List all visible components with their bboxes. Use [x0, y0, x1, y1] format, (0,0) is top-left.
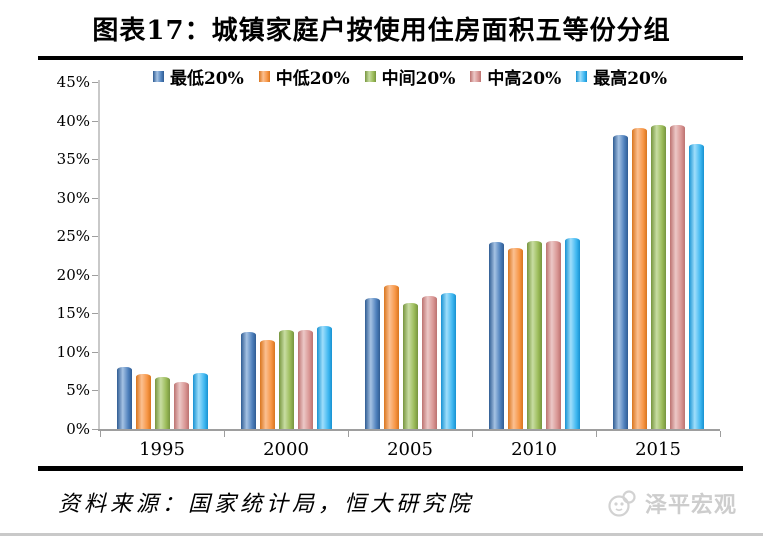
x-axis-tick	[472, 431, 473, 437]
bar-中间20%-2015	[650, 125, 666, 429]
plot-area: 0% 5% 10% 15% 20% 25% 30% 35% 40% 45% 1995 2000 2005…	[57, 73, 721, 460]
bar-最低20%-2010	[488, 241, 504, 429]
x-axis-label: 2010	[511, 439, 557, 460]
legend-swatch	[576, 70, 588, 82]
bar-group-2010	[472, 82, 596, 429]
x-axis-tick	[720, 431, 721, 437]
y-axis-tick	[92, 313, 98, 315]
bar-中高20%-2005	[421, 295, 437, 429]
legend-item-中高20%: 中高20%	[470, 64, 561, 89]
bottom-divider	[0, 533, 763, 536]
bar-最高20%-2005	[440, 293, 456, 429]
y-axis-label: 10%	[56, 342, 90, 361]
source-note: 资料来源：国家统计局，恒大研究院	[58, 492, 475, 517]
x-axis-label: 2015	[635, 439, 681, 460]
x-axis-label: 1995	[139, 439, 185, 460]
x-axis-label: 2000	[263, 439, 309, 460]
y-axis-tick	[92, 82, 98, 83]
bar-中间20%-2010	[526, 240, 542, 429]
bar-最高20%-2000	[316, 326, 332, 429]
y-axis-tick	[92, 390, 98, 392]
bar-中高20%-2010	[545, 240, 561, 429]
legend-swatch	[258, 70, 270, 82]
y-axis-tick	[92, 274, 98, 276]
y-axis-label: 20%	[56, 265, 90, 284]
bar-中高20%-2000	[297, 330, 313, 429]
x-axis-line	[98, 429, 720, 431]
bar-中低20%-1995	[135, 374, 151, 429]
legend-item-最高20%: 最高20%	[576, 64, 667, 89]
bar-中高20%-2015	[669, 125, 685, 429]
bar-最高20%-2010	[564, 237, 580, 429]
legend-label: 中高20%	[487, 68, 562, 89]
y-axis-tick	[92, 120, 98, 122]
legend-item-最低20%: 最低20%	[152, 64, 244, 89]
bar-最高20%-1995	[192, 373, 208, 429]
y-axis-label: 45%	[56, 73, 90, 91]
y-axis-tick	[92, 197, 98, 199]
y-axis-label: 35%	[56, 150, 90, 169]
chart-legend: 最低20% 中低20% 中间20% 中高20% 最高20%	[100, 63, 720, 89]
y-axis-tick	[92, 351, 98, 353]
bar-中高20%-1995	[173, 381, 189, 429]
panda-mascot-icon	[606, 488, 640, 518]
bar-中间20%-2000	[278, 330, 294, 429]
y-axis-label: 25%	[56, 227, 90, 246]
bar-中间20%-1995	[154, 377, 170, 429]
bar-group-2000	[224, 82, 348, 429]
bar-group-1995	[100, 82, 224, 429]
bar-中低20%-2010	[507, 247, 523, 429]
bar-最低20%-2015	[612, 135, 628, 429]
legend-label: 中低20%	[275, 68, 350, 89]
bar-中低20%-2000	[259, 339, 275, 429]
bar-group-2015	[596, 82, 720, 429]
brand-logo: 泽平宏观	[606, 487, 737, 519]
y-axis-label: 30%	[56, 188, 90, 207]
y-axis-line	[98, 80, 100, 429]
legend-swatch	[364, 70, 376, 82]
legend-label: 中间20%	[381, 68, 456, 89]
bar-中低20%-2015	[631, 127, 647, 429]
bar-中间20%-2005	[402, 302, 418, 429]
x-axis-tick	[100, 431, 101, 437]
y-axis-label: 15%	[56, 304, 90, 323]
x-axis-label: 2005	[387, 439, 433, 460]
legend-item-中间20%: 中间20%	[364, 64, 456, 89]
y-axis-tick	[92, 236, 98, 238]
legend-item-中低20%: 中低20%	[258, 64, 350, 89]
legend-swatch	[152, 70, 164, 82]
y-axis-tick	[92, 159, 98, 161]
y-axis-tick	[92, 429, 98, 430]
bar-最高20%-2015	[688, 143, 704, 429]
chart-title: 图表17：城镇家庭户按使用住房面积五等份分组	[92, 16, 671, 46]
legend-label: 最低20%	[169, 68, 244, 89]
bar-group-2005	[348, 82, 472, 429]
bar-中低20%-2005	[383, 284, 399, 429]
bar-最低20%-2005	[364, 297, 380, 429]
x-axis-tick	[348, 431, 349, 437]
bar-最低20%-1995	[116, 366, 132, 429]
x-axis-tick	[596, 431, 597, 437]
y-axis-label: 0%	[66, 420, 90, 438]
title-divider	[38, 56, 743, 60]
legend-swatch	[470, 70, 482, 82]
legend-label: 最高20%	[593, 68, 668, 89]
bar-最低20%-2000	[240, 331, 256, 429]
y-axis-label: 40%	[56, 111, 90, 130]
footer-divider	[38, 466, 743, 471]
x-axis-tick	[224, 431, 225, 437]
brand-name: 泽平宏观	[644, 492, 737, 518]
y-axis-label: 5%	[66, 381, 90, 400]
